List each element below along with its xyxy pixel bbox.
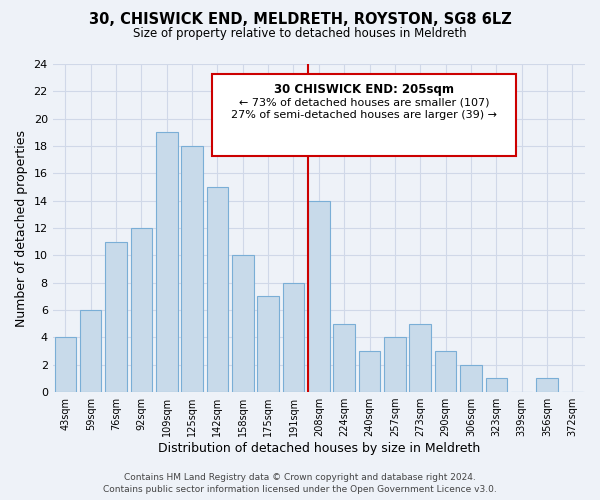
Bar: [435, 351, 457, 392]
Bar: [536, 378, 558, 392]
Bar: [359, 351, 380, 392]
Bar: [334, 324, 355, 392]
Bar: [131, 228, 152, 392]
Text: 30, CHISWICK END, MELDRETH, ROYSTON, SG8 6LZ: 30, CHISWICK END, MELDRETH, ROYSTON, SG8…: [89, 12, 511, 28]
Bar: [257, 296, 279, 392]
Bar: [460, 364, 482, 392]
Bar: [80, 310, 101, 392]
Bar: [55, 338, 76, 392]
Bar: [232, 256, 254, 392]
Bar: [156, 132, 178, 392]
Bar: [283, 282, 304, 392]
Bar: [384, 338, 406, 392]
Y-axis label: Number of detached properties: Number of detached properties: [15, 130, 28, 326]
Text: Contains HM Land Registry data © Crown copyright and database right 2024.: Contains HM Land Registry data © Crown c…: [124, 474, 476, 482]
Bar: [485, 378, 507, 392]
Bar: [308, 200, 329, 392]
Text: 30 CHISWICK END: 205sqm: 30 CHISWICK END: 205sqm: [274, 83, 454, 96]
Bar: [105, 242, 127, 392]
X-axis label: Distribution of detached houses by size in Meldreth: Distribution of detached houses by size …: [158, 442, 480, 455]
Text: 27% of semi-detached houses are larger (39) →: 27% of semi-detached houses are larger (…: [231, 110, 497, 120]
Text: Contains public sector information licensed under the Open Government Licence v3: Contains public sector information licen…: [103, 484, 497, 494]
Bar: [409, 324, 431, 392]
Text: ← 73% of detached houses are smaller (107): ← 73% of detached houses are smaller (10…: [239, 98, 490, 108]
Bar: [181, 146, 203, 392]
Text: Size of property relative to detached houses in Meldreth: Size of property relative to detached ho…: [133, 28, 467, 40]
Bar: [206, 187, 228, 392]
